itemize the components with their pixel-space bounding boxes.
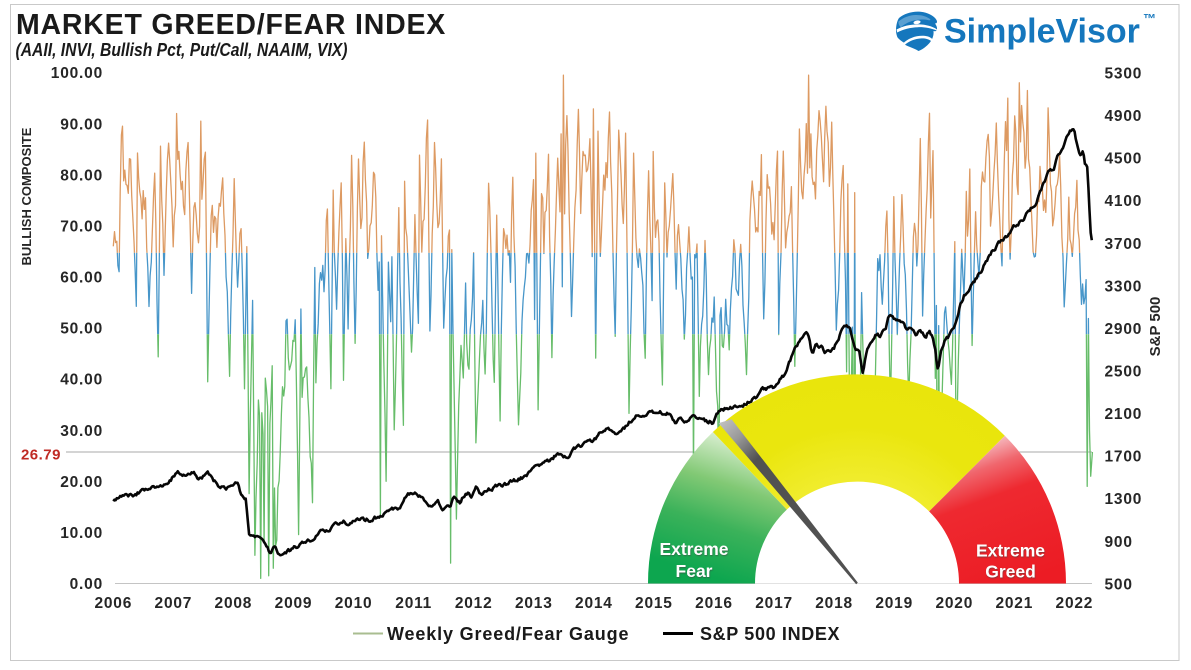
- svg-text:4100: 4100: [1105, 193, 1143, 210]
- svg-text:2019: 2019: [875, 595, 913, 612]
- svg-text:30.00: 30.00: [60, 423, 103, 440]
- svg-text:10.00: 10.00: [60, 525, 103, 542]
- svg-text:Weekly Greed/Fear Gauge: Weekly Greed/Fear Gauge: [387, 624, 629, 644]
- svg-text:60.00: 60.00: [60, 270, 103, 287]
- svg-text:3700: 3700: [1105, 236, 1143, 253]
- svg-text:(AAII, INVI, Bullish Pct, Put/: (AAII, INVI, Bullish Pct, Put/Call, NAAI…: [16, 40, 348, 60]
- svg-text:2100: 2100: [1105, 406, 1143, 423]
- svg-text:2020: 2020: [935, 595, 973, 612]
- svg-text:2021: 2021: [995, 595, 1033, 612]
- svg-text:2008: 2008: [215, 595, 253, 612]
- svg-text:20.00: 20.00: [60, 474, 103, 491]
- svg-text:70.00: 70.00: [60, 219, 103, 236]
- svg-text:2011: 2011: [395, 595, 432, 612]
- svg-text:2015: 2015: [635, 595, 673, 612]
- svg-text:S&P 500: S&P 500: [1147, 297, 1164, 357]
- svg-text:MARKET GREED/FEAR INDEX: MARKET GREED/FEAR INDEX: [16, 9, 446, 41]
- svg-text:2900: 2900: [1105, 321, 1143, 338]
- svg-text:90.00: 90.00: [60, 116, 103, 133]
- svg-text:2013: 2013: [515, 595, 553, 612]
- svg-text:2022: 2022: [1056, 595, 1094, 612]
- svg-text:2010: 2010: [335, 595, 373, 612]
- svg-text:SimpleVisor: SimpleVisor: [944, 13, 1140, 51]
- svg-text:2007: 2007: [155, 595, 193, 612]
- svg-text:80.00: 80.00: [60, 167, 103, 184]
- svg-text:2018: 2018: [815, 595, 853, 612]
- svg-text:2500: 2500: [1105, 364, 1143, 381]
- svg-text:Fear: Fear: [676, 561, 713, 581]
- svg-text:40.00: 40.00: [60, 372, 103, 389]
- svg-text:2016: 2016: [695, 595, 733, 612]
- svg-text:™: ™: [1143, 11, 1156, 26]
- svg-text:26.79: 26.79: [21, 447, 61, 464]
- svg-text:Extreme: Extreme: [976, 541, 1045, 561]
- svg-text:BULLISH COMPOSITE: BULLISH COMPOSITE: [19, 127, 34, 265]
- svg-text:0.00: 0.00: [70, 576, 103, 593]
- svg-text:S&P 500 INDEX: S&P 500 INDEX: [700, 624, 840, 644]
- svg-text:2012: 2012: [455, 595, 493, 612]
- svg-text:2017: 2017: [755, 595, 793, 612]
- svg-text:3300: 3300: [1105, 278, 1143, 295]
- svg-text:2014: 2014: [575, 595, 613, 612]
- svg-text:2009: 2009: [275, 595, 313, 612]
- svg-text:50.00: 50.00: [60, 321, 103, 338]
- svg-text:2006: 2006: [94, 595, 132, 612]
- svg-text:Extreme: Extreme: [659, 539, 728, 559]
- svg-text:4500: 4500: [1105, 151, 1143, 168]
- svg-text:100.00: 100.00: [51, 65, 103, 82]
- svg-text:Greed: Greed: [985, 562, 1036, 582]
- svg-text:900: 900: [1105, 534, 1133, 551]
- svg-text:1700: 1700: [1105, 449, 1143, 466]
- svg-text:4900: 4900: [1105, 108, 1143, 125]
- svg-text:5300: 5300: [1105, 66, 1143, 83]
- svg-text:500: 500: [1105, 576, 1133, 593]
- svg-text:1300: 1300: [1105, 491, 1143, 508]
